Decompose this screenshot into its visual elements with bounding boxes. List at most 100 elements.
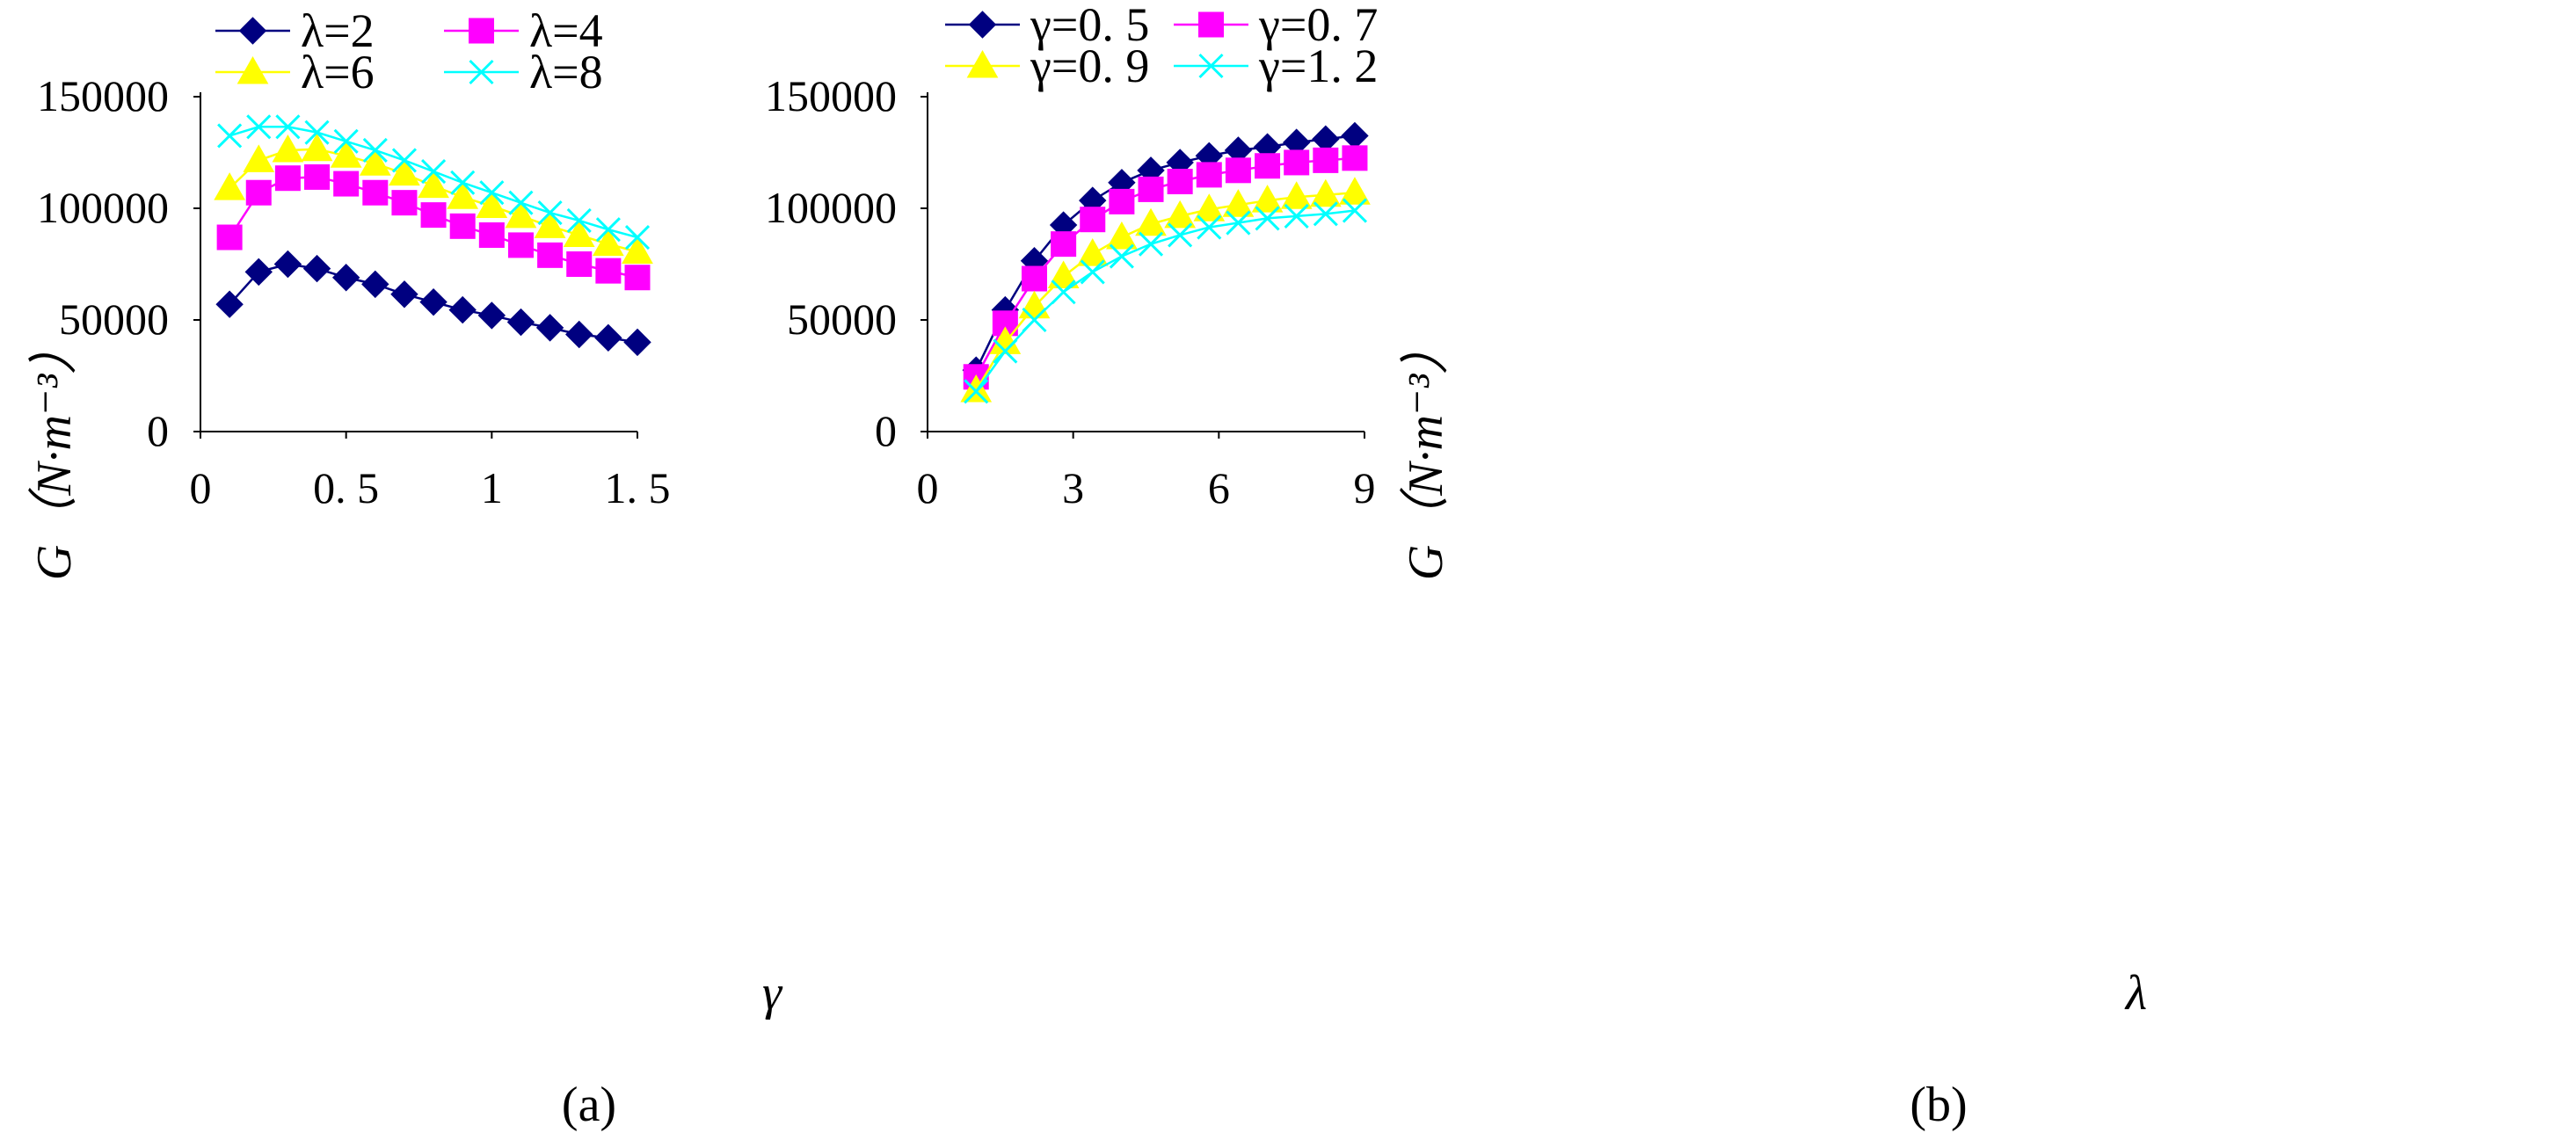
panel-a-data-point (359, 148, 391, 176)
panel-a-data-point (333, 128, 359, 154)
panel-b-data-point (1021, 265, 1047, 292)
panel-a-data-point (449, 213, 476, 239)
panel-a-data-point (391, 148, 417, 173)
panel-b-data-point (1342, 198, 1368, 223)
panel-b-data-point (960, 374, 993, 403)
panel-b-legend-label-3: γ=0. 9 (1030, 40, 1149, 92)
panel-b-data-point (1225, 157, 1251, 184)
panel-b-label: (b) (1910, 1078, 1967, 1132)
panel-a-legend-label-3: λ=6 (301, 46, 375, 98)
panel-a-data-point (537, 242, 564, 268)
panel-b-data-point (1080, 259, 1105, 285)
panel-a-data-point (391, 190, 418, 216)
panel-b-data-point (1255, 206, 1280, 231)
panel-b-data-point (1138, 231, 1164, 257)
panel-a-data-point (304, 120, 330, 145)
panel-b-data-point (1138, 176, 1164, 202)
panel-a-x-tick-label: 0. 5 (313, 463, 379, 512)
panel-a-data-point (243, 144, 275, 172)
panel-a-data-point (565, 320, 593, 349)
panel-a-x-axis-label: γ (762, 966, 783, 1020)
panel-b-data-point (1022, 307, 1047, 333)
panel-a-data-point (534, 210, 566, 238)
panel-b-data-point (1341, 121, 1369, 150)
panel-a-data-point (304, 163, 331, 190)
panel-a-data-point (362, 179, 389, 206)
panel-b-data-point (1226, 210, 1251, 236)
panel-a-y-tick-label: 50000 (59, 294, 169, 344)
panel-a-data-point (478, 221, 505, 248)
panel-a-data-point (361, 270, 389, 299)
panel-a-data-point (214, 172, 245, 200)
panel-a-data-point (419, 287, 448, 316)
panel-b-data-point (1284, 149, 1310, 176)
panel-a-legend-label-2: λ=4 (529, 4, 603, 57)
panel-b-data-point (1135, 207, 1167, 236)
panel-b-data-point (1339, 177, 1371, 205)
panel-b-x-tick-label: 6 (1208, 463, 1230, 512)
panel-b-data-point (1051, 280, 1076, 305)
panel-b-data-point (1313, 147, 1339, 173)
panel-a-y-axis-label: G（N·m⁻³） (27, 325, 82, 581)
panel-b-x-tick-label: 9 (1354, 463, 1376, 512)
panel-a-x-tick-label: 1. 5 (605, 463, 671, 512)
panel-b-data-point (1047, 260, 1080, 288)
panel-a-data-point (390, 280, 418, 309)
panel-a-legend-marker-4 (469, 59, 494, 85)
panel-a-data-point (566, 207, 592, 234)
panel-b-y-tick-label: 150000 (765, 71, 897, 120)
panel-a-data-point (302, 254, 331, 283)
panel-b-y-tick-label: 50000 (787, 294, 897, 344)
panel-b-x-tick-label: 3 (1062, 463, 1084, 512)
panel-a-data-point (216, 224, 243, 251)
panel-b-data-point (1342, 145, 1368, 171)
panel-a-y-tick-label: 150000 (37, 71, 169, 120)
panel-a-data-point (624, 224, 651, 251)
panel-a-data-point (331, 264, 360, 292)
panel-a-data-point (477, 301, 506, 330)
panel-b-data-point (1280, 181, 1313, 209)
panel-a-data-point (476, 190, 508, 218)
panel-b-data-point (1051, 231, 1077, 258)
panel-b-data-point (1080, 207, 1106, 233)
panel-b-legend-marker-2 (1198, 11, 1224, 38)
panel-b-data-point (1309, 178, 1342, 207)
panel-a-data-point (623, 328, 651, 357)
panel-b-plot-area: 0 50000 100000 150000 0 3 6 9 (765, 71, 1376, 512)
panel-a-data-point (273, 250, 302, 279)
panel-a-data-point (244, 258, 273, 287)
panel-a-label: (a) (562, 1078, 616, 1132)
panel-b-data-point (1109, 188, 1135, 214)
panel-a-data-point (622, 236, 653, 265)
panel-a-legend-label-4: λ=8 (529, 46, 603, 98)
panel-a-legend: λ=2 λ=4 λ=6 λ=8 (215, 4, 603, 98)
panel-a-legend-label-1: λ=2 (301, 4, 375, 57)
panel-a-data-point (508, 190, 534, 215)
panel-b-data-point (1222, 189, 1255, 217)
panel-a-data-point (418, 170, 449, 199)
panel-a-data-point (535, 314, 564, 342)
panel-a-data-point (246, 114, 272, 140)
panel-b-y-tick-label: 0 (875, 406, 897, 455)
panel-a-x-tick-label: 1 (481, 463, 503, 512)
panel-b-data-point (1313, 201, 1338, 227)
panel-a-data-point (274, 165, 301, 192)
panel-a-data-point (330, 140, 362, 168)
panel-b-data-point (989, 326, 1022, 354)
panel-b-data-point (1168, 222, 1193, 248)
panel-b-data-point (1196, 162, 1222, 188)
panel-b-legend-label-2: γ=0. 7 (1258, 0, 1378, 51)
panel-b-series-line-3 (975, 191, 1356, 391)
panel-a-data-point (505, 200, 537, 229)
panel-a-data-point (594, 323, 622, 352)
panel-b-data-point (1076, 238, 1109, 266)
panel-b-data-point (964, 379, 989, 404)
panel-a-data-point (537, 200, 563, 226)
panel-a-data-point (389, 157, 420, 186)
panel-a-legend-marker-1 (238, 17, 267, 45)
panel-b-data-point (1167, 169, 1193, 195)
panel-b-legend: γ=0. 5 γ=0. 7 γ=0. 9 γ=1. 2 (945, 0, 1378, 92)
panel-b-data-point (1106, 221, 1138, 250)
